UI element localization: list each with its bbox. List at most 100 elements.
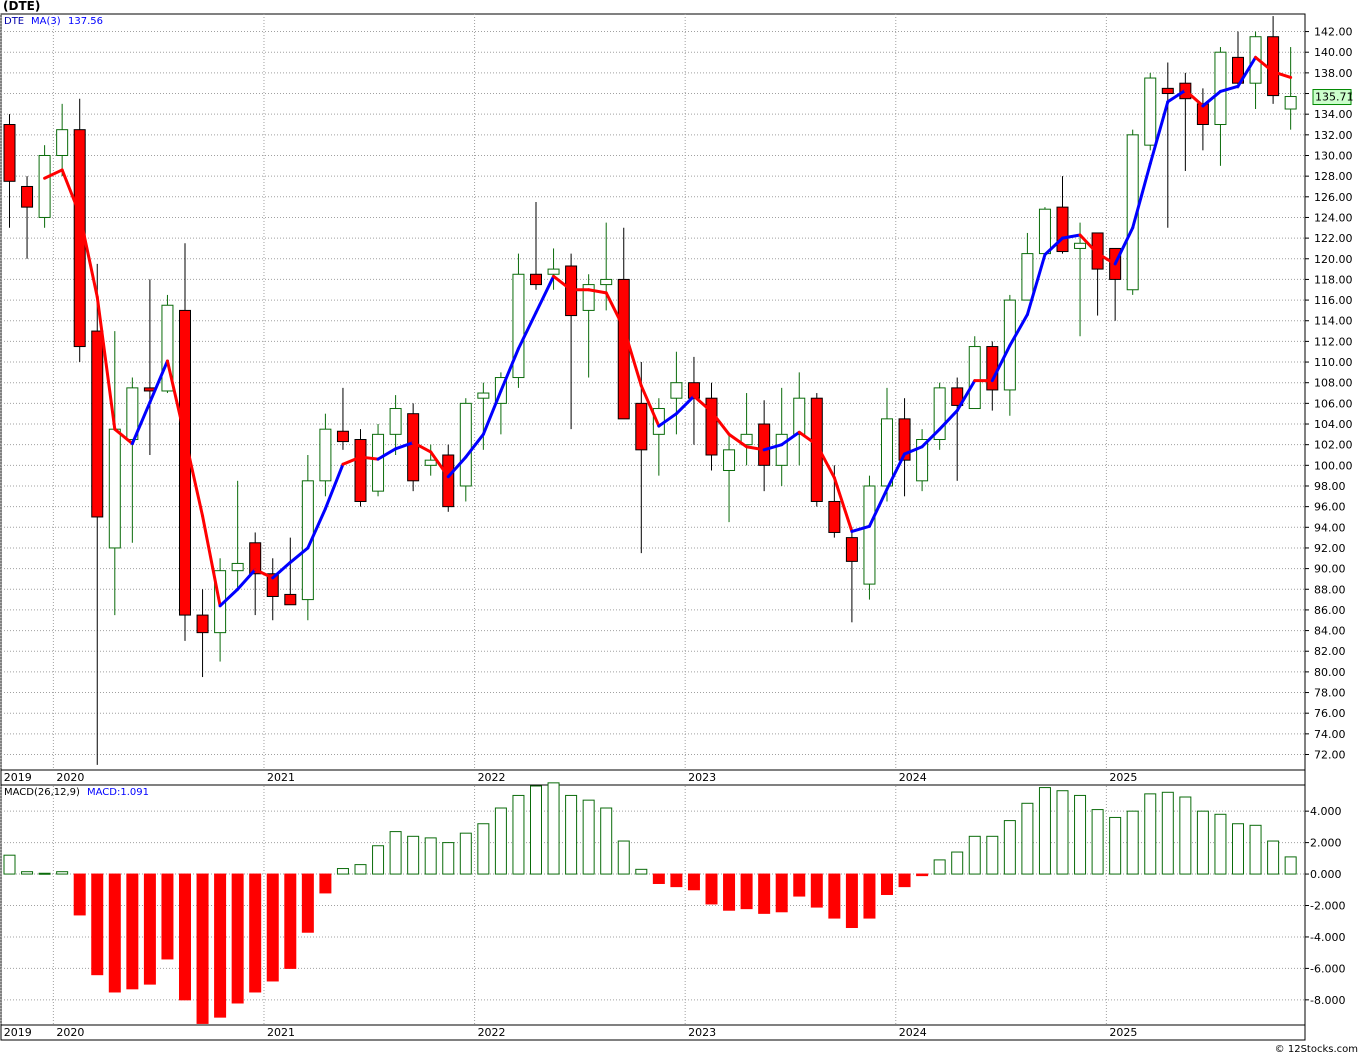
macd-bar	[986, 835, 999, 875]
candle	[898, 398, 911, 497]
price-y-tick-label: 92.00	[1314, 542, 1346, 555]
candle	[231, 480, 244, 590]
candle-body	[249, 542, 262, 575]
candle-body	[740, 433, 753, 446]
price-y-tick-label: 100.00	[1314, 459, 1353, 472]
ma3-segment	[288, 546, 310, 564]
ma3-segment	[253, 568, 275, 580]
candle	[407, 403, 420, 492]
macd-x-label: 2022	[478, 1026, 506, 1039]
macd-bar	[73, 873, 86, 916]
candle	[863, 475, 876, 600]
candle-body	[758, 423, 771, 466]
candle-body	[459, 402, 472, 487]
ma3-segment	[43, 168, 64, 180]
macd-bar	[249, 873, 262, 993]
macd-bar	[442, 842, 455, 875]
macd-x-axis: 2019 2020 2021 2022 2023 2024 2025	[4, 1026, 1138, 1039]
candle	[723, 434, 736, 523]
macd-bar	[547, 782, 560, 875]
price-y-tick-label: 94.00	[1314, 521, 1346, 534]
candle	[38, 145, 51, 228]
price-y-tick-label: 90.00	[1314, 563, 1346, 576]
candle	[1091, 232, 1104, 316]
macd-bar	[424, 837, 437, 875]
macd-bar	[231, 873, 244, 1004]
candle	[336, 387, 349, 450]
macd-bar	[1109, 816, 1122, 875]
candle	[810, 393, 823, 507]
ma3-segment	[429, 450, 450, 479]
candle-body	[319, 428, 332, 482]
macd-bar	[1003, 820, 1016, 875]
ma3-segment	[1078, 233, 1100, 256]
ma3-segment	[1236, 55, 1258, 88]
macd-y-tick-label: -8.000	[1310, 994, 1345, 1007]
macd-bar	[512, 794, 525, 875]
ma3-segment	[130, 400, 152, 446]
macd-legend-label: MACD(26,12,9)	[4, 787, 80, 798]
candle-body	[1161, 87, 1174, 95]
ma3-segment	[938, 409, 959, 431]
candle	[249, 532, 262, 616]
ma3-segment	[113, 427, 134, 446]
candle-body	[810, 397, 823, 502]
candle-body	[670, 382, 683, 399]
candle-body	[407, 413, 420, 482]
candle	[670, 351, 683, 435]
footer-credit: © 12Stocks.com	[1275, 1044, 1358, 1055]
macd-legend-value: MACD:1.091	[87, 787, 149, 798]
ma3-segment	[850, 524, 871, 533]
macd-bar	[459, 832, 472, 875]
candle	[933, 382, 946, 450]
macd-bar	[758, 873, 771, 914]
ma3-segment	[587, 288, 608, 295]
ma3-segment	[622, 326, 643, 388]
macd-bar	[38, 872, 51, 875]
ma3-segment	[1043, 236, 1064, 257]
candle	[196, 589, 209, 678]
price-y-tick-label: 98.00	[1314, 480, 1346, 493]
candle-body	[424, 459, 437, 466]
ma3-segment	[639, 384, 661, 428]
ma3-segment	[1025, 253, 1047, 317]
ma3-segment	[674, 394, 696, 416]
candle-body	[986, 346, 999, 391]
candle-body	[512, 273, 525, 379]
price-y-tick-label: 112.00	[1314, 335, 1353, 348]
candle-body	[968, 346, 981, 410]
macd-bar	[863, 873, 876, 919]
candle	[477, 382, 490, 450]
ma3-segment	[815, 443, 836, 480]
macd-y-tick-label: -6.000	[1310, 962, 1345, 975]
macd-bar	[530, 785, 542, 875]
candle-body	[266, 573, 279, 597]
candle-body	[161, 304, 174, 392]
candle-body	[1091, 232, 1104, 270]
price-x-label: 2020	[56, 771, 84, 784]
ma3-segment	[271, 560, 292, 580]
candle	[161, 294, 174, 394]
macd-bar	[143, 873, 156, 985]
candle	[758, 400, 771, 492]
macd-y-axis: -8.000 -6.000 -4.000 -2.000 0.000 2.000 4.000	[1305, 805, 1345, 1007]
candle	[1196, 88, 1209, 151]
price-gridlines	[0, 14, 1305, 770]
price-x-label: 2023	[688, 771, 716, 784]
macd-bar	[951, 851, 964, 875]
macd-bar	[196, 873, 209, 1024]
candle-body	[1056, 206, 1069, 253]
candle-body	[723, 449, 736, 471]
macd-y-tick-label: 2.000	[1310, 837, 1342, 850]
ma3-segment	[832, 476, 854, 533]
price-y-tick-label: 88.00	[1314, 583, 1346, 596]
macd-bar	[1144, 793, 1157, 875]
price-y-tick-label: 120.00	[1314, 253, 1353, 266]
candle-body	[600, 278, 613, 286]
candle-body	[231, 562, 244, 572]
legend-ma-label: MA(3)	[31, 16, 61, 27]
candle-body	[530, 273, 542, 286]
candle	[56, 103, 69, 177]
legend-ticker: DTE	[4, 16, 24, 27]
